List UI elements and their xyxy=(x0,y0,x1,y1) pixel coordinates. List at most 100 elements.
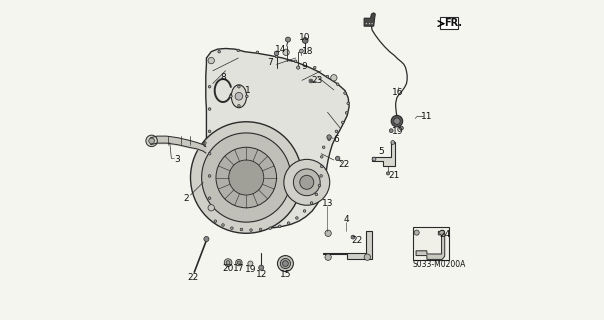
Text: 10: 10 xyxy=(300,33,311,42)
Circle shape xyxy=(351,235,355,239)
Circle shape xyxy=(323,146,325,148)
Text: 21: 21 xyxy=(389,171,400,180)
Circle shape xyxy=(236,260,242,266)
Circle shape xyxy=(149,138,155,144)
Text: 13: 13 xyxy=(322,199,333,208)
Circle shape xyxy=(309,79,313,83)
Circle shape xyxy=(310,202,313,204)
Circle shape xyxy=(345,112,348,114)
Circle shape xyxy=(326,75,329,78)
Circle shape xyxy=(214,220,217,222)
Circle shape xyxy=(300,49,303,53)
Circle shape xyxy=(259,228,262,231)
Text: 7: 7 xyxy=(267,58,273,67)
Circle shape xyxy=(208,204,214,211)
Circle shape xyxy=(300,175,314,189)
Circle shape xyxy=(249,229,252,231)
Circle shape xyxy=(216,147,277,208)
Circle shape xyxy=(310,80,312,82)
Bar xyxy=(440,17,458,29)
Circle shape xyxy=(288,222,290,224)
Text: 20: 20 xyxy=(222,264,234,274)
Circle shape xyxy=(313,66,316,69)
Circle shape xyxy=(202,133,291,222)
Text: 12: 12 xyxy=(255,269,267,279)
Circle shape xyxy=(235,92,243,100)
Circle shape xyxy=(315,193,318,196)
Circle shape xyxy=(391,116,403,127)
Text: 4: 4 xyxy=(343,215,349,224)
Text: 19: 19 xyxy=(245,265,257,275)
Circle shape xyxy=(365,23,367,25)
Circle shape xyxy=(387,172,390,175)
Circle shape xyxy=(327,135,332,139)
Circle shape xyxy=(321,165,323,168)
Circle shape xyxy=(294,169,320,196)
Circle shape xyxy=(237,261,240,264)
Circle shape xyxy=(204,236,209,242)
Circle shape xyxy=(277,256,294,271)
Text: S033-M0200A: S033-M0200A xyxy=(413,260,466,269)
Circle shape xyxy=(284,159,330,205)
Polygon shape xyxy=(202,49,349,229)
Circle shape xyxy=(303,38,308,44)
Circle shape xyxy=(256,51,259,53)
Text: 22: 22 xyxy=(351,236,362,245)
Circle shape xyxy=(208,57,214,64)
Circle shape xyxy=(399,126,403,130)
Text: 1: 1 xyxy=(245,86,251,95)
Circle shape xyxy=(364,254,370,260)
Text: 23: 23 xyxy=(312,76,323,85)
Text: 11: 11 xyxy=(420,112,432,121)
Circle shape xyxy=(237,105,240,107)
Circle shape xyxy=(283,261,288,267)
Circle shape xyxy=(208,197,211,199)
Text: 8: 8 xyxy=(220,73,226,82)
Circle shape xyxy=(208,85,211,88)
Circle shape xyxy=(274,51,278,55)
Circle shape xyxy=(226,261,230,265)
Text: 17: 17 xyxy=(233,264,245,274)
Text: 15: 15 xyxy=(280,269,291,279)
Circle shape xyxy=(218,50,220,53)
Text: 14: 14 xyxy=(275,44,286,54)
Circle shape xyxy=(368,23,370,25)
Text: 22: 22 xyxy=(338,160,350,169)
Circle shape xyxy=(336,83,339,85)
Circle shape xyxy=(303,210,306,212)
Circle shape xyxy=(208,152,211,155)
Circle shape xyxy=(341,121,344,124)
Circle shape xyxy=(237,85,240,88)
Text: 24: 24 xyxy=(439,230,451,239)
Text: 9: 9 xyxy=(301,62,307,71)
Circle shape xyxy=(208,175,211,177)
Circle shape xyxy=(440,230,445,235)
Circle shape xyxy=(321,156,323,158)
Circle shape xyxy=(414,230,419,235)
Circle shape xyxy=(280,259,291,269)
Circle shape xyxy=(275,55,278,58)
Circle shape xyxy=(246,95,248,98)
Bar xyxy=(413,227,449,260)
Circle shape xyxy=(240,228,243,231)
Circle shape xyxy=(330,75,337,81)
Text: 22: 22 xyxy=(187,273,199,282)
Circle shape xyxy=(278,225,281,228)
Text: 18: 18 xyxy=(302,46,313,56)
Circle shape xyxy=(231,227,233,229)
Circle shape xyxy=(283,49,289,55)
Ellipse shape xyxy=(231,85,246,108)
Circle shape xyxy=(325,254,332,260)
Circle shape xyxy=(347,102,350,105)
Circle shape xyxy=(248,261,253,266)
Text: 16: 16 xyxy=(392,88,403,97)
Circle shape xyxy=(222,224,224,226)
Polygon shape xyxy=(416,231,445,260)
Circle shape xyxy=(371,23,373,25)
Polygon shape xyxy=(364,13,375,26)
Text: 2: 2 xyxy=(183,194,188,203)
Circle shape xyxy=(259,265,264,270)
Circle shape xyxy=(286,37,291,42)
Circle shape xyxy=(335,156,340,161)
Circle shape xyxy=(372,157,376,161)
